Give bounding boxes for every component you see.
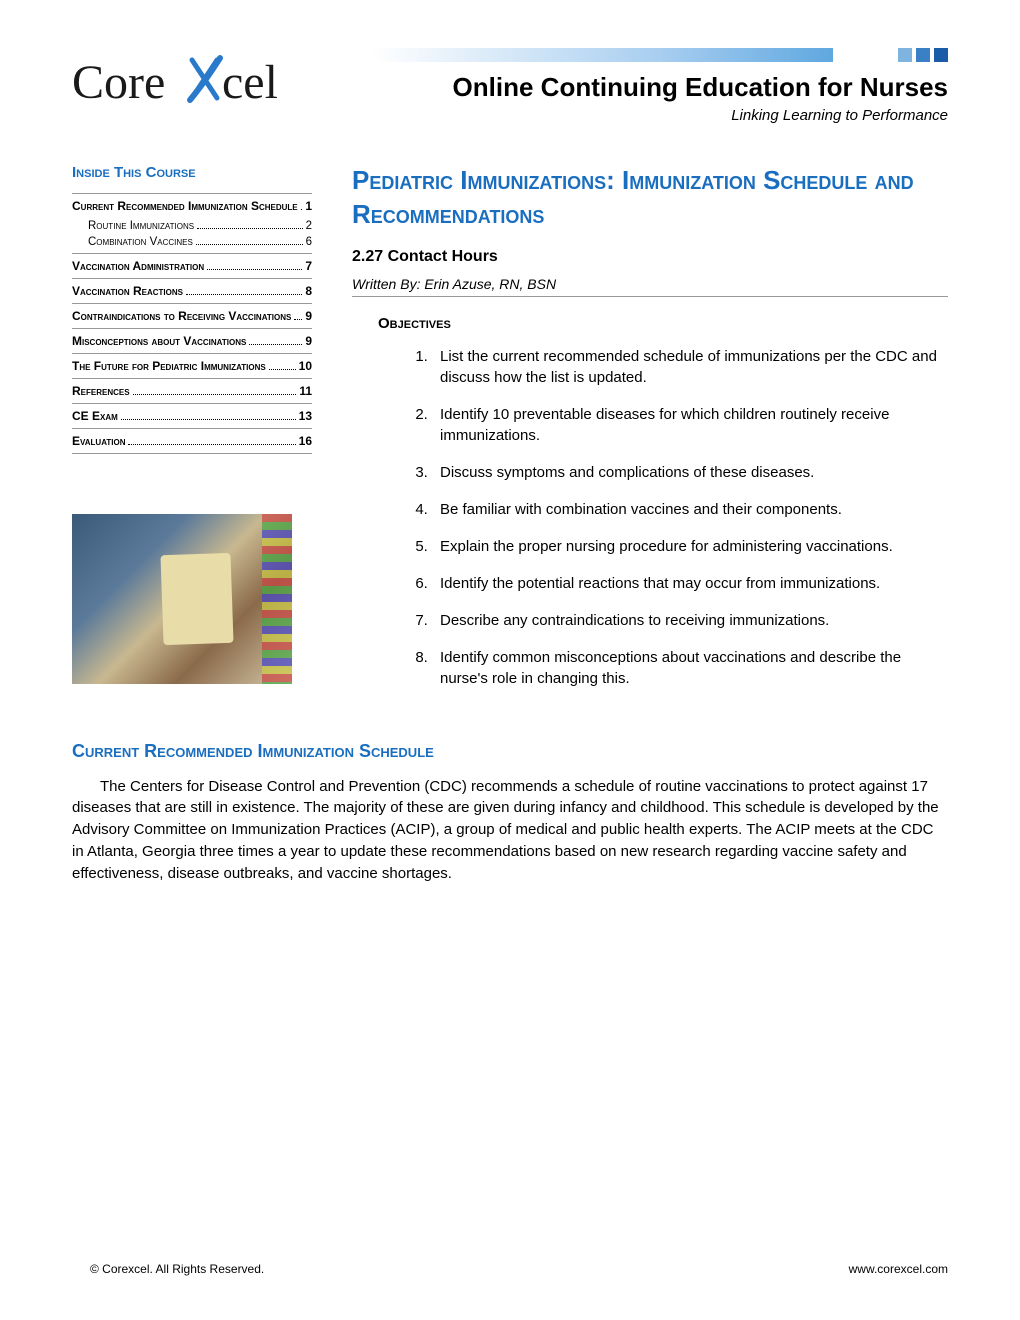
objectives-heading: Objectives [378,315,948,332]
objective-item: Identify common misconceptions about vac… [432,647,948,689]
sidebar: Inside This Course Current Recommended I… [72,164,312,705]
toc-subitem[interactable]: Combination Vaccines 6 [72,234,312,254]
toc-item[interactable]: Evaluation 16 [72,429,312,454]
author-line: Written By: Erin Azuse, RN, BSN [352,276,948,297]
svg-text:cel: cel [222,56,278,109]
toc-item[interactable]: CE Exam 13 [72,404,312,429]
contact-hours: 2.27 Contact Hours [352,248,948,266]
table-of-contents: Current Recommended Immunization Schedul… [72,193,312,454]
objective-item: Identify 10 preventable diseases for whi… [432,404,948,446]
objective-item: List the current recommended schedule of… [432,346,948,388]
toc-subitem[interactable]: Routine Immunizations 2 [72,218,312,234]
objective-item: Be familiar with combination vaccines an… [432,499,948,520]
footer-url: www.corexcel.com [849,1262,948,1276]
toc-item[interactable]: Misconceptions about Vaccinations 9 [72,329,312,354]
page-header: Core cel Online Continuing Education for… [72,48,948,124]
objective-item: Discuss symptoms and complications of th… [432,462,948,483]
header-gradient-bar [372,48,948,62]
toc-item[interactable]: The Future for Pediatric Immunizations 1… [72,354,312,379]
objectives-list: List the current recommended schedule of… [412,346,948,689]
footer-copyright: © Corexcel. All Rights Reserved. [90,1262,264,1276]
toc-item[interactable]: Vaccination Administration 7 [72,254,312,279]
toc-page: 1 [305,199,312,213]
svg-text:Core: Core [72,56,165,109]
brand-logo: Core cel [72,48,332,118]
header-tagline: Linking Learning to Performance [332,107,948,124]
toc-item[interactable]: Contraindications to Receiving Vaccinati… [72,304,312,329]
course-title: Pediatric Immunizations: Immunization Sc… [352,164,948,232]
toc-item[interactable]: References 11 [72,379,312,404]
toc-label: Current Recommended Immunization Schedul… [72,199,298,213]
toc-item[interactable]: Current Recommended Immunization Schedul… [72,194,312,218]
toc-item[interactable]: Vaccination Reactions 8 [72,279,312,304]
body-paragraph: The Centers for Disease Control and Prev… [72,776,948,885]
objective-item: Identify the potential reactions that ma… [432,573,948,594]
objective-item: Explain the proper nursing procedure for… [432,536,948,557]
header-squares [898,48,948,62]
section-heading: Current Recommended Immunization Schedul… [72,741,948,762]
main-columns: Inside This Course Current Recommended I… [72,164,948,705]
objective-item: Describe any contraindications to receiv… [432,610,948,631]
header-title: Online Continuing Education for Nurses [332,72,948,103]
sidebar-heading: Inside This Course [72,164,312,181]
sidebar-photo [72,514,292,684]
header-right: Online Continuing Education for Nurses L… [332,48,948,124]
content-column: Pediatric Immunizations: Immunization Sc… [352,164,948,705]
page-footer: © Corexcel. All Rights Reserved. www.cor… [90,1262,948,1276]
